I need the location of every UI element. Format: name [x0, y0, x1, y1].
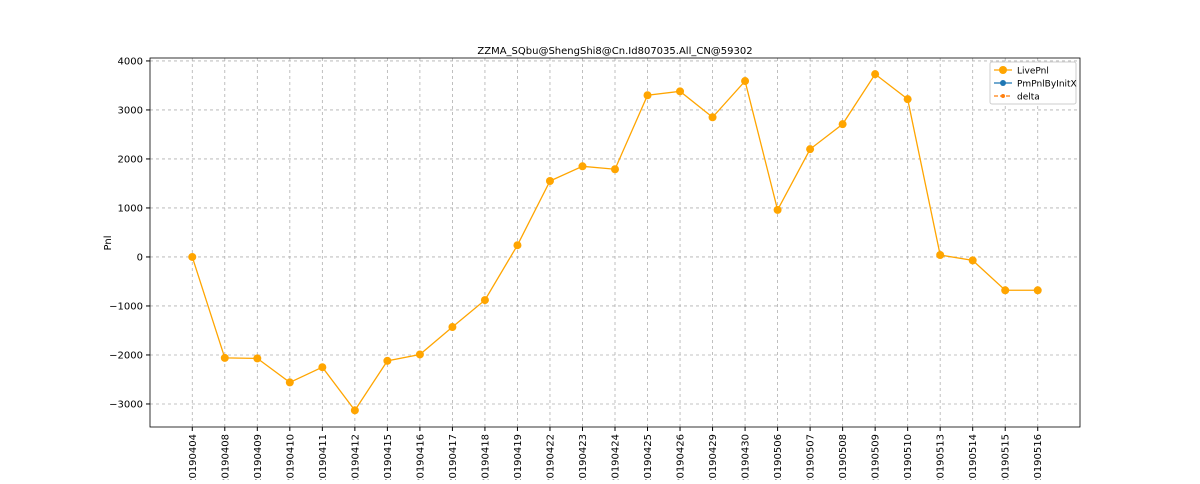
x-tick-label: 20190423	[578, 434, 589, 480]
legend-marker	[1001, 94, 1005, 98]
x-tick-label: 20190507	[806, 434, 817, 480]
legend-label: delta	[1017, 93, 1040, 103]
data-point	[708, 113, 717, 122]
x-tick-label: 20190509	[871, 434, 882, 480]
data-point	[1033, 286, 1042, 295]
data-point	[773, 205, 782, 214]
data-point	[383, 356, 392, 365]
data-point	[545, 177, 554, 185]
x-tick-label: 20190419	[513, 434, 524, 480]
x-tick-label: 20190422	[545, 434, 556, 480]
x-tick-label: 20190515	[1001, 434, 1012, 480]
y-tick-label: −2000	[109, 350, 143, 361]
x-tick-label: 20190514	[968, 434, 979, 480]
data-point	[578, 162, 587, 171]
chart-title: ZZMA_SQbu@ShengShi8@Cn.Id807035.All_CN@5…	[477, 46, 752, 57]
x-tick-label: 20190418	[480, 434, 491, 480]
data-point	[480, 296, 489, 305]
data-point	[318, 363, 327, 372]
data-point	[871, 70, 880, 79]
x-tick-label: 20190415	[383, 434, 394, 480]
x-tick-label: 20190409	[253, 434, 264, 480]
y-tick-label: 0	[137, 252, 143, 263]
x-tick-label: 20190410	[285, 434, 296, 480]
x-tick-label: 20190411	[318, 434, 329, 480]
data-point	[513, 241, 522, 250]
data-point	[415, 350, 424, 359]
data-point	[188, 252, 197, 261]
data-point	[611, 165, 619, 174]
data-point	[676, 87, 685, 96]
data-point	[220, 353, 229, 362]
y-tick-label: 1000	[118, 203, 143, 214]
data-point	[1001, 286, 1010, 295]
legend-label: LivePnl	[1017, 67, 1049, 77]
x-tick-label: 20190404	[188, 434, 199, 480]
x-tick-label: 20190426	[676, 434, 687, 480]
x-tick-label: 20190510	[903, 434, 914, 480]
y-tick-label: −1000	[109, 301, 143, 312]
y-tick-label: 4000	[118, 56, 143, 67]
data-point	[838, 120, 847, 129]
x-tick-label: 20190417	[448, 434, 459, 480]
x-tick-label: 20190424	[611, 434, 622, 480]
y-tick-label: 3000	[118, 105, 143, 116]
x-tick-label: 20190513	[936, 434, 947, 480]
x-tick-label: 20190506	[773, 434, 784, 480]
y-tick-label: −3000	[109, 399, 143, 410]
data-point	[448, 323, 457, 332]
data-point	[285, 378, 294, 387]
y-axis-label: Pnl	[103, 236, 114, 251]
y-tick-label: 2000	[118, 154, 143, 165]
x-tick-label: 20190416	[415, 434, 426, 480]
legend-label: PmPnlByInitX	[1017, 80, 1077, 90]
plot-frame	[149, 57, 1081, 428]
x-tick-label: 20190429	[708, 434, 719, 480]
x-tick-label: 20190425	[643, 434, 654, 480]
x-tick-label: 20190508	[838, 434, 849, 480]
legend-marker	[999, 66, 1007, 74]
legend-marker	[1000, 80, 1006, 86]
data-point	[936, 250, 945, 259]
data-point	[741, 77, 750, 86]
data-point	[350, 406, 359, 415]
data-point	[643, 91, 652, 100]
x-tick-label: 20190408	[220, 434, 231, 480]
x-tick-label: 20190430	[741, 434, 752, 480]
data-point	[253, 354, 262, 363]
legend-box	[989, 61, 1077, 105]
data-point	[806, 145, 815, 154]
data-point	[903, 95, 912, 104]
x-tick-label: 20190412	[350, 434, 361, 480]
x-tick-label: 20190516	[1033, 434, 1044, 480]
data-point	[968, 256, 977, 265]
